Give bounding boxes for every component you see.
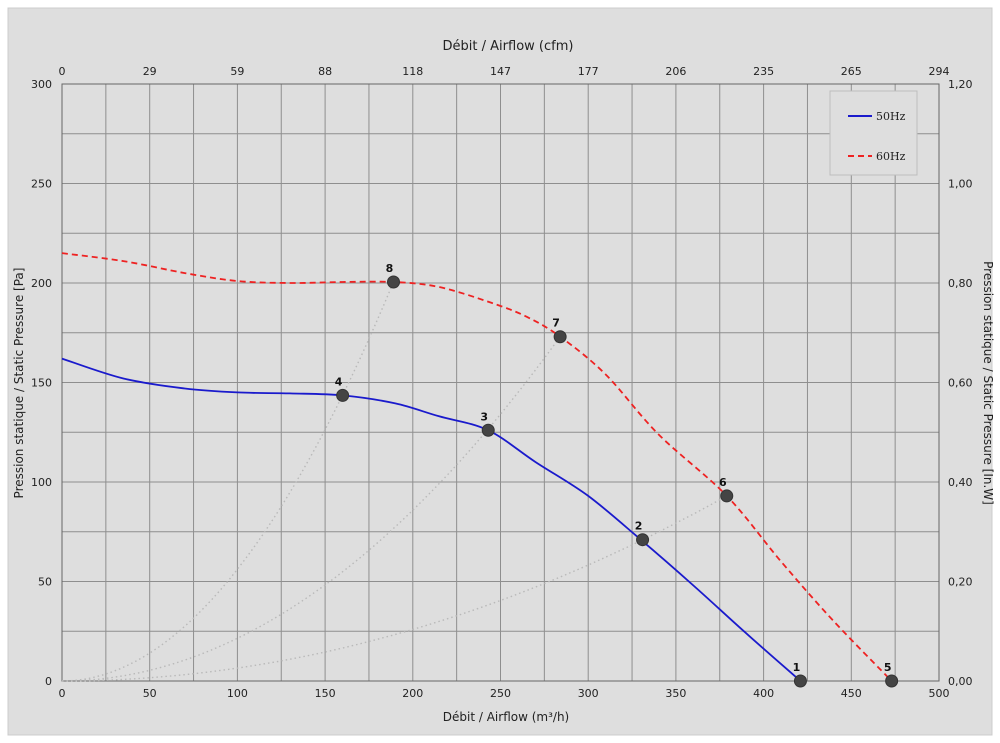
x-top-tick-label: 294: [929, 65, 950, 78]
x-top-tick-label: 29: [143, 65, 157, 78]
y-left-tick-label: 50: [38, 576, 52, 589]
y-right-tick-label: 0,20: [948, 576, 973, 589]
operating-point-8: [387, 275, 401, 289]
operating-point-2: [636, 533, 650, 547]
operating-point-5: [885, 674, 899, 688]
x-top-tick-label: 59: [230, 65, 244, 78]
series-lines: [61, 252, 893, 682]
legend-label-50hz: 50Hz: [876, 110, 906, 123]
y-left-tick-label: 150: [31, 377, 52, 390]
y-right-tick-label: 0,80: [948, 277, 973, 290]
point-label-7: 7: [552, 317, 560, 330]
point-label-3: 3: [480, 410, 488, 423]
series-line-50hz: [61, 357, 801, 682]
operating-points: 1 2 3 4 5 6 7 8: [335, 262, 899, 688]
x-bottom-tick-label: 100: [227, 687, 248, 700]
legend: 50Hz 60Hz: [829, 90, 918, 176]
y-left-tick-label: 300: [31, 78, 52, 91]
x-bottom-tick-label: 0: [59, 687, 66, 700]
point-label-6: 6: [719, 476, 727, 489]
operating-point-4: [336, 388, 350, 402]
x-bottom-tick-label: 300: [578, 687, 599, 700]
y-right-tick-label: 0,40: [948, 476, 973, 489]
point-label-2: 2: [635, 520, 643, 533]
x-axis-top-label: Débit / Airflow (cfm): [443, 39, 574, 54]
x-top-tick-label: 235: [753, 65, 774, 78]
point-label-5: 5: [884, 661, 892, 674]
y-left-tick-label: 100: [31, 476, 52, 489]
x-bottom-tick-label: 400: [753, 687, 774, 700]
x-bottom-tick-label: 450: [841, 687, 862, 700]
series-line-60hz: [61, 252, 893, 682]
y-right-tick-label: 0,60: [948, 377, 973, 390]
y-left-tick-label: 250: [31, 178, 52, 191]
y-axis-left-label: Pression statique / Static Pressure [Pa]: [12, 268, 26, 499]
x-top-tick-label: 265: [841, 65, 862, 78]
y-right-tick-label: 1,00: [948, 178, 973, 191]
legend-box: [829, 90, 918, 176]
x-top-tick-label: 147: [490, 65, 511, 78]
x-bottom-tick-label: 500: [929, 687, 950, 700]
x-top-tick-label: 88: [318, 65, 332, 78]
plot-frame: [61, 83, 940, 682]
x-axis-bottom-label: Débit / Airflow (m³/h): [443, 710, 569, 724]
operating-point-3: [481, 423, 495, 437]
x-top-tick-label: 206: [665, 65, 686, 78]
y-axis-right-label: Pression statique / Static Pressure [In.…: [981, 261, 995, 505]
x-bottom-tick-label: 50: [143, 687, 157, 700]
operating-point-1: [793, 674, 807, 688]
grid: [61, 83, 940, 682]
point-label-1: 1: [793, 661, 801, 674]
x-top-tick-label: 177: [578, 65, 599, 78]
y-left-tick-label: 0: [45, 675, 52, 688]
y-right-tick-label: 0,00: [948, 675, 973, 688]
legend-label-60hz: 60Hz: [876, 150, 906, 163]
x-top-tick-label: 0: [59, 65, 66, 78]
x-bottom-tick-label: 150: [315, 687, 336, 700]
operating-point-6: [720, 489, 734, 503]
y-left-tick-label: 200: [31, 277, 52, 290]
point-label-4: 4: [335, 375, 343, 388]
y-right-tick-label: 1,20: [948, 78, 973, 91]
x-bottom-tick-label: 200: [402, 687, 423, 700]
x-bottom-tick-label: 250: [490, 687, 511, 700]
operating-point-7: [553, 330, 567, 344]
x-bottom-tick-label: 350: [665, 687, 686, 700]
x-top-tick-label: 118: [402, 65, 423, 78]
point-label-8: 8: [386, 262, 394, 275]
